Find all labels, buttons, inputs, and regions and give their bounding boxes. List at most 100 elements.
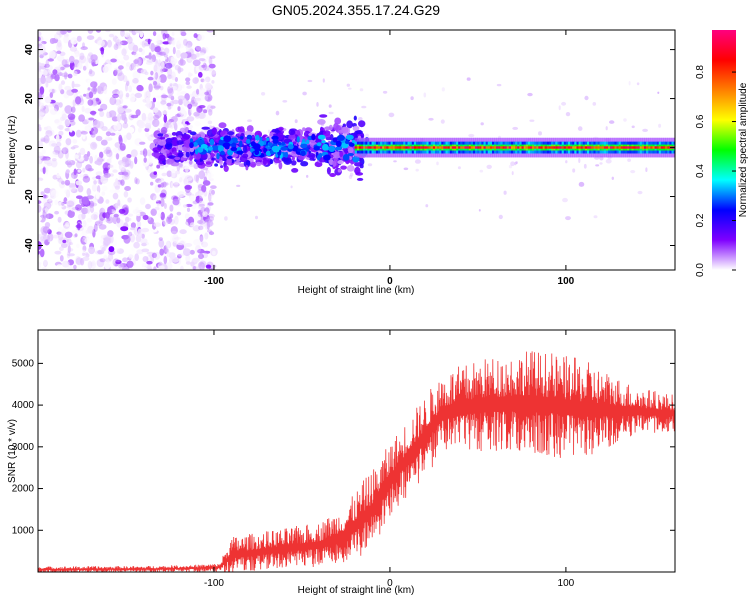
heatmap-cell bbox=[90, 81, 98, 88]
heatmap-cell bbox=[466, 77, 471, 81]
heatmap-cell bbox=[107, 217, 111, 222]
heatmap-cell bbox=[157, 133, 164, 137]
heatmap-cell bbox=[122, 105, 128, 109]
heatmap-cell bbox=[75, 255, 81, 265]
heatmap-cell bbox=[120, 226, 129, 232]
heatmap-cell bbox=[71, 230, 80, 234]
heatmap-cell bbox=[54, 118, 63, 126]
heatmap-cell bbox=[86, 35, 95, 40]
heatmap-cell bbox=[84, 238, 91, 244]
spectrogram-y-tick-label: 20 bbox=[24, 93, 35, 105]
heatmap-cell bbox=[122, 75, 128, 83]
heatmap-cell bbox=[124, 157, 132, 166]
heatmap-cell bbox=[61, 113, 67, 121]
heatmap-cell bbox=[95, 135, 103, 142]
heatmap-cell bbox=[93, 214, 98, 220]
heatmap-cell bbox=[122, 46, 128, 55]
heatmap-cell bbox=[207, 169, 212, 175]
heatmap-cell bbox=[192, 59, 201, 67]
heatmap-cell bbox=[169, 122, 175, 129]
heatmap-cell bbox=[126, 126, 135, 134]
heatmap-cell bbox=[202, 180, 211, 186]
heatmap-cell bbox=[205, 264, 212, 269]
heatmap-cell bbox=[393, 160, 397, 163]
heatmap-cell bbox=[112, 93, 119, 99]
heatmap-cell bbox=[179, 177, 183, 183]
heatmap-cell bbox=[238, 126, 245, 133]
heatmap-cell bbox=[254, 149, 260, 156]
heatmap-cell bbox=[359, 88, 364, 92]
heatmap-cell bbox=[194, 121, 201, 127]
heatmap-cell bbox=[210, 185, 217, 190]
heatmap-cell bbox=[105, 149, 113, 158]
heatmap-cell bbox=[81, 105, 85, 112]
heatmap-cell bbox=[207, 67, 214, 72]
heatmap-cell bbox=[119, 114, 126, 121]
heatmap-cell bbox=[120, 163, 126, 171]
heatmap-cell bbox=[359, 164, 364, 169]
heatmap-cell bbox=[119, 97, 124, 105]
heatmap-cell bbox=[66, 200, 75, 208]
heatmap-cell bbox=[171, 71, 176, 81]
heatmap-cell bbox=[89, 221, 94, 227]
heatmap-cell bbox=[78, 55, 87, 64]
heatmap-cell bbox=[278, 161, 283, 170]
heatmap-cell bbox=[177, 191, 186, 198]
heatmap-cell bbox=[188, 159, 193, 165]
heatmap-cell bbox=[102, 206, 106, 212]
heatmap-cell bbox=[306, 174, 309, 178]
heatmap-cell bbox=[204, 232, 209, 240]
heatmap-cell bbox=[117, 199, 121, 206]
heatmap-cell bbox=[153, 85, 162, 89]
heatmap-cell bbox=[167, 88, 174, 96]
heatmap-cell bbox=[196, 105, 203, 114]
heatmap-cell bbox=[348, 175, 353, 179]
heatmap-cell bbox=[114, 153, 121, 159]
heatmap-cell bbox=[88, 117, 95, 121]
heatmap-cell bbox=[156, 95, 162, 99]
heatmap-cell bbox=[115, 153, 120, 160]
heatmap-cell bbox=[223, 165, 229, 173]
heatmap-cell bbox=[51, 143, 57, 147]
heatmap-cell bbox=[282, 100, 288, 103]
heatmap-cell bbox=[199, 52, 205, 56]
heatmap-cell bbox=[204, 95, 208, 101]
heatmap-cell bbox=[208, 192, 212, 202]
heatmap-cell bbox=[111, 32, 116, 38]
heatmap-cell bbox=[44, 160, 51, 165]
heatmap-cell bbox=[207, 120, 213, 125]
heatmap-cell bbox=[194, 97, 201, 102]
heatmap-cell bbox=[89, 156, 93, 164]
heatmap-cell bbox=[480, 122, 484, 126]
heatmap-cell bbox=[72, 65, 78, 70]
heatmap-cell bbox=[200, 236, 204, 245]
snr-axes: -100 0 100 1000 2000 3000 4000 5000 bbox=[12, 330, 675, 589]
heatmap-cell bbox=[288, 129, 296, 136]
heatmap-cell bbox=[185, 77, 191, 82]
heatmap-cell bbox=[423, 92, 427, 98]
snr-panel: -100 0 100 1000 2000 3000 4000 5000 Height of s… bbox=[7, 329, 676, 596]
heatmap-cell bbox=[352, 125, 360, 132]
heatmap-cell bbox=[188, 58, 193, 63]
heatmap-cell bbox=[278, 126, 284, 131]
heatmap-cell bbox=[317, 119, 326, 125]
heatmap-cell bbox=[152, 72, 156, 80]
heatmap-cell bbox=[156, 164, 161, 169]
spectrogram-x-tick-label: 0 bbox=[387, 276, 393, 287]
heatmap-cell bbox=[212, 250, 216, 256]
heatmap-cell bbox=[645, 167, 648, 172]
heatmap-cell bbox=[306, 139, 310, 144]
heatmap-cell bbox=[538, 131, 542, 136]
heatmap-cell bbox=[38, 261, 42, 265]
heatmap-cell bbox=[584, 95, 589, 101]
heatmap-cell bbox=[141, 112, 147, 122]
heatmap-cell bbox=[114, 99, 122, 106]
heatmap-cell bbox=[38, 126, 42, 132]
heatmap-cell bbox=[185, 40, 193, 48]
heatmap-cell bbox=[178, 59, 186, 66]
heatmap-cell bbox=[136, 249, 144, 255]
heatmap-cell bbox=[50, 200, 53, 206]
heatmap-cell bbox=[272, 138, 279, 144]
heatmap-cell bbox=[496, 83, 502, 87]
